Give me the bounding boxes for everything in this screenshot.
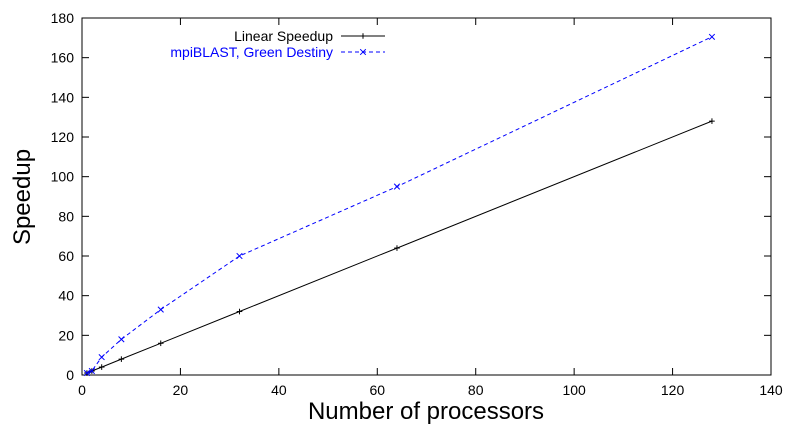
data-point-0-2 <box>98 364 105 370</box>
y-tick-label: 0 <box>66 367 74 383</box>
data-point-0-7 <box>709 118 715 124</box>
x-tick-label: 80 <box>468 382 484 398</box>
marker-stroke <box>157 306 164 313</box>
legend-marker-1 <box>359 48 367 56</box>
y-tick-label: 100 <box>51 169 75 185</box>
data-point-1-2 <box>98 353 105 361</box>
y-tick-label: 20 <box>58 327 74 343</box>
axis-ticks <box>81 17 772 376</box>
marker-stroke <box>393 183 401 190</box>
y-tick-label: 60 <box>58 248 74 264</box>
data-point-0-5 <box>236 308 243 315</box>
x-tick-label: 100 <box>562 382 586 398</box>
data-point-0-6 <box>394 245 400 251</box>
x-tick-label: 40 <box>271 382 287 398</box>
x-tick-label: 140 <box>759 382 783 398</box>
axis-tick-labels: 0 20 40 60 80 100 120 140 0 20 40 60 80 100 120 140 160 1… <box>51 10 783 398</box>
data-point-0-4 <box>157 340 164 347</box>
legend-label-0: Linear Speedup <box>234 28 333 44</box>
x-tick-label: 0 <box>78 382 86 398</box>
x-tick-label: 20 <box>173 382 189 398</box>
data-point-1-5 <box>236 252 243 260</box>
y-tick-label: 80 <box>58 208 74 224</box>
series-line-0 <box>86 120 713 374</box>
data-point-1-6 <box>393 183 401 190</box>
plot-frame <box>81 17 772 376</box>
data-point-0-3 <box>118 356 125 362</box>
y-tick-label: 180 <box>51 10 75 26</box>
legend-label-1: mpiBLAST, Green Destiny <box>170 44 333 60</box>
marker-stroke <box>236 252 243 260</box>
x-tick-label: 120 <box>661 382 685 398</box>
marker-stroke <box>83 369 91 377</box>
y-axis-title: Speedup <box>9 149 36 245</box>
marker-stroke <box>359 48 367 56</box>
data-point-1-4 <box>157 306 164 313</box>
data-point-1-1 <box>88 367 95 375</box>
marker-stroke <box>118 336 125 343</box>
data-point-1-0 <box>83 369 91 377</box>
marker-stroke <box>98 353 105 361</box>
y-tick-label: 120 <box>51 129 75 145</box>
marker-stroke <box>708 33 716 40</box>
x-axis-title: Number of processors <box>308 398 544 425</box>
y-tick-label: 140 <box>51 89 75 105</box>
marker-stroke <box>88 367 95 375</box>
y-tick-label: 160 <box>51 50 75 66</box>
y-tick-label: 40 <box>58 288 74 304</box>
legend-marker-0 <box>360 33 366 39</box>
x-tick-label: 60 <box>369 382 385 398</box>
data-point-1-7 <box>708 33 716 40</box>
series-line-1 <box>86 36 713 374</box>
series-layer <box>83 33 716 377</box>
data-point-1-3 <box>118 336 125 343</box>
